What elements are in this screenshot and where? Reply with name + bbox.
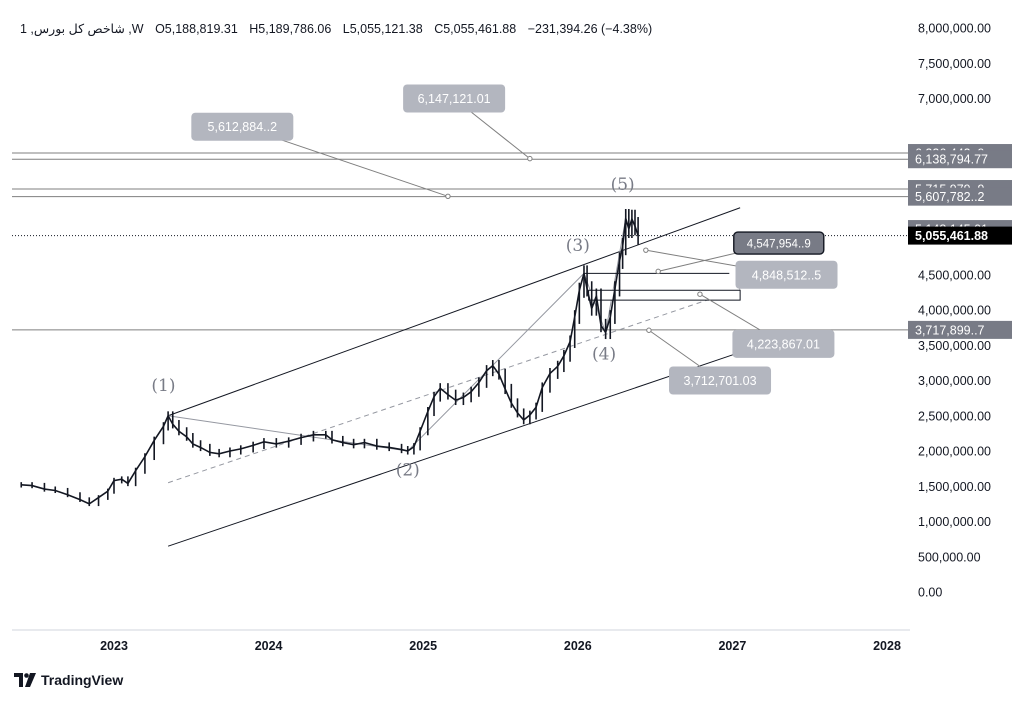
axis-price-label-bg — [908, 320, 1012, 339]
symbol-header: 1 ,شاخص کل بورس ,W O5,188,819.31 H5,189,… — [20, 21, 660, 36]
axis-price-label-bg — [908, 226, 1012, 245]
x-axis-tick-label: 2024 — [255, 639, 283, 653]
x-axis-tick-label: 2025 — [409, 639, 437, 653]
wave-label: (2) — [396, 461, 420, 481]
ohlc-low: L5,055,121.38 — [342, 22, 423, 36]
ohlc-close: C5,055,461.88 — [434, 22, 517, 36]
callout-box — [191, 112, 294, 141]
tradingview-label: TradingView — [41, 672, 124, 688]
callout-label: 5,612,884..2 — [208, 120, 278, 134]
callout-anchor-dot — [445, 193, 451, 199]
y-axis-tick-label: 7,500,000.00 — [918, 57, 991, 71]
axis-price-label: 5,607,782..2 — [915, 190, 985, 204]
y-axis-tick-label: 2,000,000.00 — [918, 445, 991, 459]
y-axis-tick-label: 1,500,000.00 — [918, 480, 991, 494]
axis-price-label: 5,055,461.88 — [915, 229, 988, 243]
y-axis-tick-label: 2,500,000.00 — [918, 409, 991, 423]
callout-label: 3,712,701.03 — [684, 374, 757, 388]
price-series-line — [21, 216, 639, 505]
callout-label: 4,848,512..5 — [752, 268, 822, 282]
x-axis-tick-label: 2027 — [718, 639, 746, 653]
target-zone-box — [588, 289, 741, 301]
axis-price-label-bg — [908, 150, 1012, 169]
tradingview-logo-icon — [14, 673, 36, 687]
wave-label: (4) — [592, 344, 616, 364]
callout-box — [733, 231, 825, 255]
callout-anchor-dot — [643, 247, 649, 253]
y-axis-tick-label: 0.00 — [918, 586, 942, 600]
y-axis-tick-label: 3,500,000.00 — [918, 339, 991, 353]
callout-label: 6,147,121.01 — [418, 92, 491, 106]
callout-box — [732, 329, 835, 358]
callout-label: 4,547,954..9 — [747, 239, 811, 251]
y-axis-tick-label: 4,500,000.00 — [918, 268, 991, 282]
callout-anchor-dot — [527, 155, 533, 162]
callout-anchor-dot — [655, 268, 661, 275]
x-axis-tick-label: 2026 — [564, 639, 592, 653]
y-axis-tick-label: 8,000,000.00 — [918, 22, 991, 36]
y-axis-tick-label: 3,000,000.00 — [918, 374, 991, 388]
elliott-wave-path — [168, 218, 627, 452]
y-axis-tick-label: 500,000.00 — [918, 550, 981, 564]
callout-anchor-dot — [646, 327, 652, 333]
ohlc-open: O5,188,819.31 — [155, 22, 238, 36]
axis-price-label: 3,717,899..7 — [915, 323, 985, 337]
wave-label: (5) — [611, 175, 635, 195]
tradingview-brand[interactable]: TradingView — [14, 672, 123, 688]
axis-price-label: 6,138,794.77 — [915, 153, 988, 167]
axis-price-label-bg — [908, 187, 1012, 206]
y-axis-tick-label: 7,000,000.00 — [918, 92, 991, 106]
channel-upper-line — [167, 207, 741, 417]
channel-lower-line — [167, 351, 741, 547]
ohlc-change: −231,394.26 (−4.38%) — [527, 22, 653, 36]
callout-anchor-dot — [697, 291, 703, 297]
channel-median-line — [167, 288, 741, 484]
wave-label: (3) — [566, 236, 590, 256]
wave-label: (1) — [151, 376, 175, 396]
ohlc-high: H5,189,786.06 — [249, 22, 332, 36]
callout-box — [403, 84, 506, 113]
callout-box — [669, 366, 772, 395]
y-axis-tick-label: 1,000,000.00 — [918, 515, 991, 529]
y-axis-tick-label: 4,000,000.00 — [918, 304, 991, 318]
x-axis-tick-label: 2023 — [100, 639, 128, 653]
symbol-name[interactable]: 1 ,شاخص کل بورس ,W — [20, 22, 144, 36]
x-axis-tick-label: 2028 — [873, 639, 901, 653]
callout-label: 4,223,867.01 — [747, 337, 820, 351]
callout-box — [735, 260, 838, 289]
